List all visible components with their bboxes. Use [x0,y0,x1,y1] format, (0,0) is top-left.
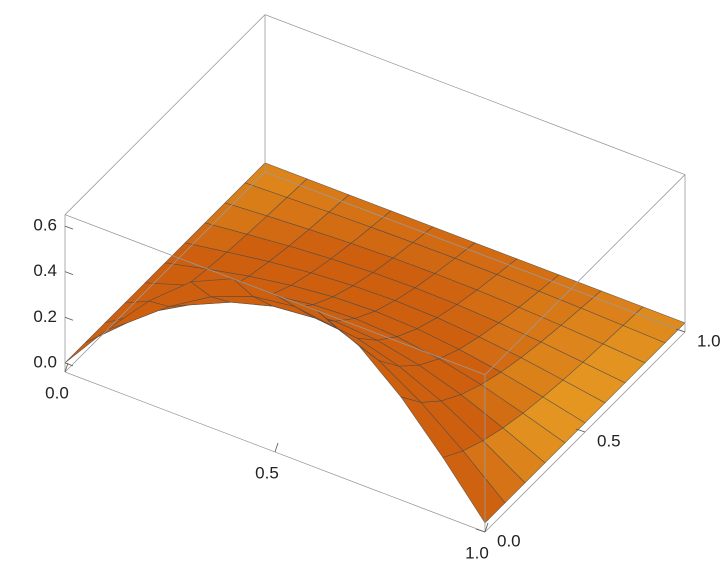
box-edge [264,14,686,176]
y-tick-label: 1.0 [697,331,720,350]
x-tick-label: 0.0 [45,383,69,402]
z-tick [64,225,74,230]
box-edge [64,14,266,215]
box-edge [484,174,686,375]
z-tick-label: 0.4 [33,261,57,280]
x-tick-label: 1.0 [465,543,489,562]
surface-patch [442,450,506,524]
box-edge [64,214,486,376]
x-tick [274,442,279,453]
y-tick [475,528,486,533]
x-tick [484,522,489,533]
box-edge [64,171,266,373]
surface-patch [64,322,128,364]
y-tick-label: 0.0 [497,531,521,550]
z-tick-label: 0.0 [33,352,57,371]
x-tick [64,362,69,373]
y-tick [675,328,686,333]
z-tick-label: 0.6 [33,216,57,235]
x-tick-label: 0.5 [255,463,279,482]
z-tick [64,271,74,276]
z-tick [64,316,74,321]
y-tick [575,428,586,433]
z-tick [64,362,74,367]
box-edge [264,171,686,333]
z-tick-label: 0.2 [33,307,57,326]
y-tick-label: 0.5 [597,431,621,450]
